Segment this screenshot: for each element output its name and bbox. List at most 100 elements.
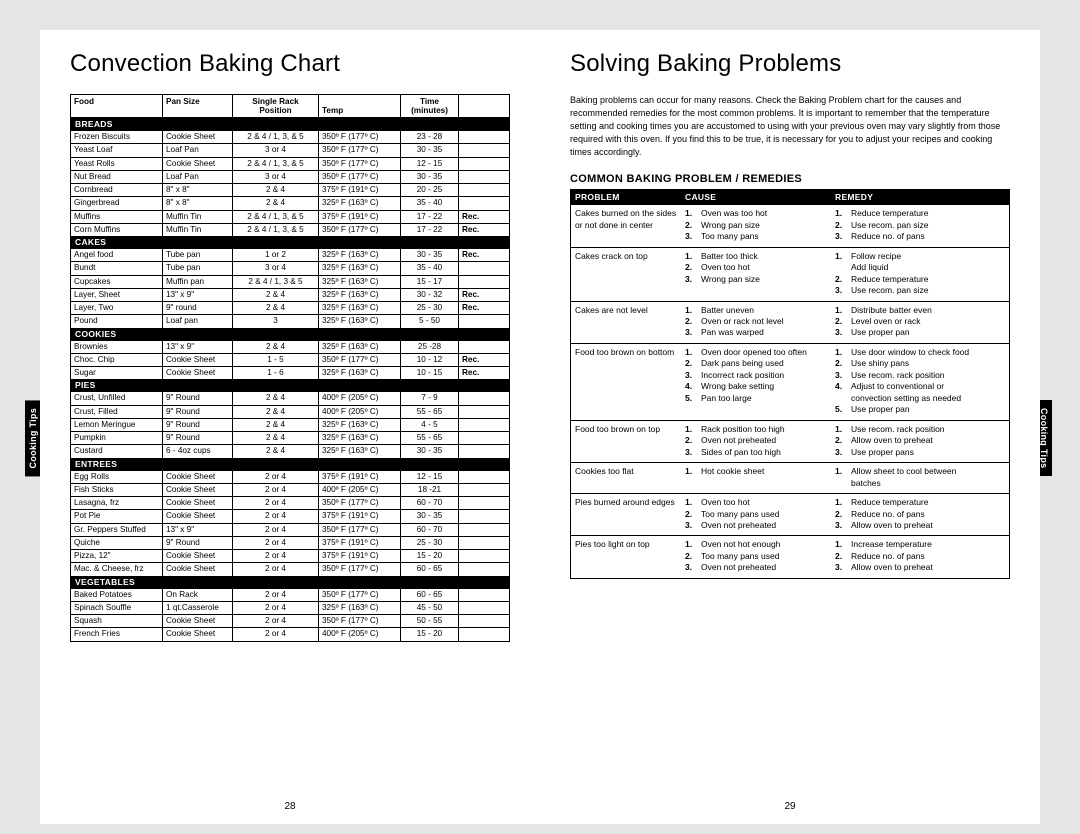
table-cell: 2 & 4 / 1, 3, & 5 <box>233 224 319 236</box>
table-row: Choc. ChipCookie Sheet1 - 5350º F (177º … <box>71 353 509 366</box>
table-cell: 30 - 32 <box>401 289 459 301</box>
cause-item: 1.Oven door opened too often <box>685 347 827 358</box>
table-cell: 400º F (205º C) <box>319 628 401 640</box>
table-cell: 45 - 50 <box>401 602 459 614</box>
table-cell: 2 & 4 <box>233 184 319 196</box>
cause-item: 3.Oven not preheated <box>685 520 827 531</box>
table-row: Crust, Unfilled9" Round2 & 4400º F (205º… <box>71 391 509 404</box>
table-cell: 30 - 35 <box>401 510 459 522</box>
table-cell <box>459 602 493 614</box>
table-cell: 12 - 15 <box>401 158 459 170</box>
table-cell: 2 or 4 <box>233 615 319 627</box>
table-cell: 10 - 15 <box>401 367 459 379</box>
remedy-item: 1.Use door window to check food <box>835 347 977 358</box>
table-cell: 2 & 4 <box>233 392 319 404</box>
cause-item: 1.Oven was too hot <box>685 208 827 219</box>
section-header: VEGETABLES <box>71 576 509 588</box>
table-cell: 375º F (191º C) <box>319 510 401 522</box>
table-cell: 2 or 4 <box>233 497 319 509</box>
table-cell: Yeast Loaf <box>71 144 163 156</box>
right-page: Solving Baking Problems Baking problems … <box>540 30 1040 824</box>
table-row: Lemon Meringue9" Round2 & 4325º F (163º … <box>71 418 509 431</box>
table-cell: 2 & 4 / 1, 3, & 5 <box>233 211 319 223</box>
table-row: MuffinsMuffin Tin2 & 4 / 1, 3, & 5375º F… <box>71 210 509 223</box>
table-cell: 1 - 6 <box>233 367 319 379</box>
table-cell: 7 - 9 <box>401 392 459 404</box>
table-cell: Layer, Two <box>71 302 163 314</box>
table-cell: Nut Bread <box>71 171 163 183</box>
table-row: Custard6 - 4oz cups2 & 4325º F (163º C)3… <box>71 444 509 457</box>
table-cell: 375º F (191º C) <box>319 471 401 483</box>
table-cell: Rec. <box>459 249 493 261</box>
table-cell: 9" Round <box>163 419 233 431</box>
table-cell: Rec. <box>459 354 493 366</box>
remedy-cell: 1.Increase temperature2.Reduce no. of pa… <box>831 536 981 577</box>
table-row: Mac. & Cheese, frzCookie Sheet2 or 4350º… <box>71 562 509 575</box>
table-cell: 15 - 17 <box>401 276 459 288</box>
cause-cell: 1.Oven was too hot2.Wrong pan size3.Too … <box>681 205 831 246</box>
remedy-item: 1.Allow sheet to cool between batches <box>835 466 977 489</box>
cause-cell: 1.Rack position too high2.Oven not prehe… <box>681 421 831 462</box>
table-cell: 60 - 70 <box>401 497 459 509</box>
table-cell: 20 - 25 <box>401 184 459 196</box>
cause-item: 2.Too many pans used <box>685 509 827 520</box>
table-cell: Corn Muffins <box>71 224 163 236</box>
table-cell: Cookie Sheet <box>163 550 233 562</box>
table-row: Gingerbread8" x 8"2 & 4325º F (163º C)35… <box>71 196 509 209</box>
table-cell: 55 - 65 <box>401 406 459 418</box>
table-cell: Muffin Tin <box>163 211 233 223</box>
table-cell: Cookie Sheet <box>163 471 233 483</box>
table-cell: 350º F (177º C) <box>319 589 401 601</box>
table-cell: Pot Pie <box>71 510 163 522</box>
table-row: Pumpkin9" Round2 & 4325º F (163º C)55 - … <box>71 431 509 444</box>
table-cell: 15 - 20 <box>401 550 459 562</box>
table-cell: 2 & 4 <box>233 419 319 431</box>
table-cell: Cookie Sheet <box>163 615 233 627</box>
problem-row: Food too brown on top1.Rack position too… <box>571 420 1009 462</box>
table-cell <box>459 524 493 536</box>
page-number-left: 28 <box>284 801 295 812</box>
cause-item: 3.Too many pans <box>685 231 827 242</box>
table-cell: 18 -21 <box>401 484 459 496</box>
remedy-cell: 1.Reduce temperature2.Reduce no. of pans… <box>831 494 981 535</box>
cause-cell: 1.Oven not hot enough2.Too many pans use… <box>681 536 831 577</box>
table-cell: 30 - 35 <box>401 171 459 183</box>
table-cell <box>459 276 493 288</box>
table-cell: 325º F (163º C) <box>319 315 401 327</box>
table-cell: 350º F (177º C) <box>319 497 401 509</box>
table-cell: Loaf Pan <box>163 144 233 156</box>
cause-cell: 1.Hot cookie sheet <box>681 463 831 493</box>
table-cell: 2 or 4 <box>233 563 319 575</box>
table-cell: 5 - 50 <box>401 315 459 327</box>
table-cell: Spinach Souffle <box>71 602 163 614</box>
table-cell: 9" Round <box>163 432 233 444</box>
table-cell: Rec. <box>459 289 493 301</box>
table-row: Yeast LoafLoaf Pan3 or 4350º F (177º C)3… <box>71 143 509 156</box>
table-cell: 2 or 4 <box>233 589 319 601</box>
table-row: Corn MuffinsMuffin Tin2 & 4 / 1, 3, & 53… <box>71 223 509 236</box>
table-row: Brownies13" x 9"2 & 4325º F (163º C)25 -… <box>71 340 509 353</box>
table-cell: Tube pan <box>163 249 233 261</box>
table-cell: 60 - 65 <box>401 589 459 601</box>
problem-cell: Cakes crack on top <box>571 248 681 301</box>
table-cell: 2 or 4 <box>233 537 319 549</box>
left-page: Convection Baking Chart Food Pan Size Si… <box>40 30 540 824</box>
table-cell: 325º F (163º C) <box>319 197 401 209</box>
convection-header-row: Food Pan Size Single Rack Position Temp … <box>71 95 509 118</box>
table-cell: 60 - 70 <box>401 524 459 536</box>
table-cell: 350º F (177º C) <box>319 354 401 366</box>
cause-cell: 1.Oven too hot2.Too many pans used3.Oven… <box>681 494 831 535</box>
table-cell: 2 or 4 <box>233 550 319 562</box>
remedy-cell: 1.Follow recipeAdd liquid2.Reduce temper… <box>831 248 981 301</box>
table-cell: 30 - 35 <box>401 249 459 261</box>
table-cell <box>459 144 493 156</box>
table-row: Quiche9" Round2 or 4375º F (191º C)25 - … <box>71 536 509 549</box>
table-cell: Lemon Meringue <box>71 419 163 431</box>
table-row: Layer, Two9" round2 & 4325º F (163º C)25… <box>71 301 509 314</box>
table-cell <box>459 563 493 575</box>
table-cell: 350º F (177º C) <box>319 171 401 183</box>
table-cell: 2 & 4 <box>233 432 319 444</box>
table-cell: Crust, Unfilled <box>71 392 163 404</box>
cause-item: 4.Wrong bake setting <box>685 381 827 392</box>
col-pan: Pan Size <box>163 95 233 117</box>
